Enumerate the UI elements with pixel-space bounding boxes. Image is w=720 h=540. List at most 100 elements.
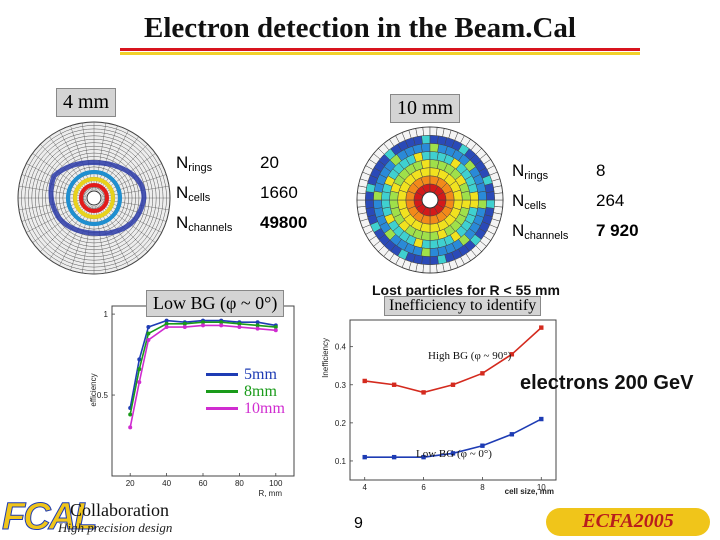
legend-swatch-5mm [206,373,238,376]
data-point [273,325,278,330]
legend-swatch-10mm [206,407,238,410]
calorimeter-cell [485,199,495,209]
inefficiency-xlabel: cell size, mm [505,487,554,496]
high-bg-label: High BG (φ ~ 90°) [428,350,512,362]
calorimeter-10mm-image [356,126,504,274]
calorimeter-cell [357,206,367,215]
table-4mm: Nrings 20 Ncells 1660 Nchannels 49800 [176,148,307,238]
legend-10mm: 10mm [244,400,285,417]
calorimeter-cell [429,126,438,136]
label-4mm: 4 mm [56,88,117,117]
x-tick-label: 100 [269,479,283,488]
calorimeter-cell [494,192,504,201]
row10-cells-sub: cells [524,199,547,212]
data-point [273,328,278,333]
inefficiency-plot-frame [349,319,557,481]
lost-particles-label: Lost particles for R < 55 mm [372,282,560,298]
data-point [391,382,397,387]
row-cells-value: 1660 [260,183,298,202]
calorimeter-4mm-image [17,121,171,275]
data-point [182,321,187,326]
data-point [255,320,260,325]
y-tick-label: 0.2 [335,419,347,428]
y-tick-label: 0.5 [97,391,109,400]
x-tick-label: 20 [126,479,135,488]
row10-cells-key: N [512,190,525,210]
data-point [480,443,485,448]
calorimeter-cell [420,247,431,257]
fcal-logo: FCAL [1,496,97,539]
row-cells-key: N [176,182,189,202]
data-point [146,325,151,330]
x-tick-label: 10 [537,483,546,492]
row10-channels-value: 7 920 [596,221,639,240]
calorimeter-cell [477,199,487,210]
calorimeter-cell [493,185,503,194]
data-point [128,412,133,417]
calorimeter-cell [365,199,375,209]
y-tick-label: 0.3 [335,381,347,390]
inefficiency-ylabel: Inefficiency [321,338,330,378]
table-10mm: Nrings 8 Ncells 264 Nchannels 7 920 [512,156,639,246]
data-point [201,323,205,328]
calorimeter-cell [494,199,504,208]
data-point [137,380,142,385]
collaboration-text: Collaboration [70,500,169,520]
x-tick-label: 40 [162,479,171,488]
row10-rings-sub: rings [524,169,549,182]
data-point [237,325,242,330]
data-point [255,326,260,331]
legend-swatch-8mm [206,390,238,393]
data-point [146,331,151,336]
efficiency-xlabel: R, mm [258,489,282,498]
calorimeter-cell [356,199,366,208]
calorimeter-cell [436,263,445,273]
calorimeter-cell [421,255,431,265]
data-point [539,416,544,422]
calorimeter-cell [429,143,440,153]
data-point [219,320,224,325]
calorimeter-cell [356,192,366,201]
calorimeter-cell [461,190,471,201]
calorimeter-cell [429,231,440,241]
data-point [450,451,456,456]
title-rule-red [120,48,640,51]
data-point [164,325,169,330]
calorimeter-cell [373,190,383,201]
row-cells-sub: cells [188,191,211,204]
low-bg-label: Low BG (φ ~ 0°) [146,290,285,317]
calorimeter-cell [429,239,439,249]
row-channels-value: 49800 [260,213,308,232]
calorimeter-cell [365,191,375,201]
ecfa-text: ECFA2005 [582,510,674,532]
calorimeter-cell [422,126,431,136]
low-bg-plot-label: Low BG (φ ~ 0°) [416,448,492,460]
data-point [201,320,205,325]
inefficiency-label: Inefficiency to identify [384,296,542,316]
ecfa-badge: ECFA2005 [546,508,710,536]
row-rings-sub: rings [188,161,213,174]
data-point [509,432,515,437]
row-rings-key: N [176,152,189,172]
data-point [421,454,426,460]
page-title: Electron detection in the Beam.Cal [144,12,576,44]
data-point [128,425,133,430]
calorimeter-cell [421,135,431,145]
calorimeter-cell [477,190,487,201]
x-tick-label: 60 [199,479,208,488]
efficiency-ylabel: efficiency [89,373,98,406]
calorimeter-cell [415,127,424,137]
calorimeter-cell [469,191,479,201]
data-point [362,378,367,384]
row10-rings-key: N [512,160,525,180]
x-tick-label: 80 [235,479,244,488]
y-tick-label: 0.1 [335,457,347,466]
data-point [137,367,142,372]
series-line [129,321,276,415]
calorimeter-cell [422,264,431,274]
page-number: 9 [354,515,363,532]
calorimeter-cell [381,199,391,209]
data-point [450,382,456,387]
title-rule-yellow [120,52,640,55]
efficiency-plot: efficiency R, mm 20 40 60 80 100 1 0.5 [89,305,295,498]
